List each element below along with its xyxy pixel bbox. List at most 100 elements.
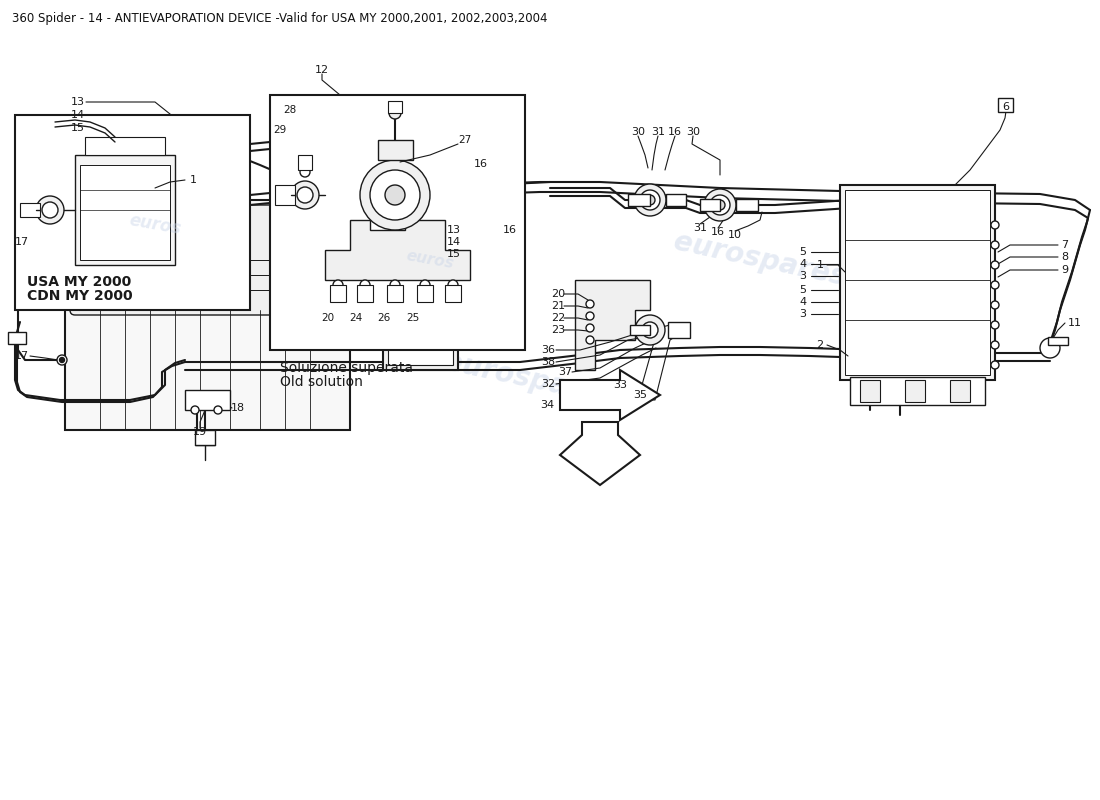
Bar — [905, 380, 925, 402]
Text: 14: 14 — [70, 110, 85, 120]
Text: 10: 10 — [728, 230, 743, 240]
Text: 9: 9 — [1062, 265, 1068, 275]
Text: 30: 30 — [686, 127, 700, 137]
Circle shape — [991, 281, 999, 289]
Circle shape — [635, 315, 666, 345]
Circle shape — [370, 170, 420, 220]
Circle shape — [710, 195, 730, 215]
Circle shape — [360, 160, 430, 230]
Circle shape — [292, 181, 319, 209]
Text: 12: 12 — [315, 65, 329, 75]
Circle shape — [586, 324, 594, 332]
Text: 13: 13 — [72, 97, 85, 107]
Bar — [188, 190, 228, 245]
Bar — [628, 194, 650, 206]
Text: 360 Spider - 14 - ANTIEVAPORATION DEVICE -Valid for USA MY 2000,2001, 2002,2003,: 360 Spider - 14 - ANTIEVAPORATION DEVICE… — [12, 12, 548, 25]
Bar — [80, 165, 170, 260]
Circle shape — [57, 355, 67, 365]
Circle shape — [991, 261, 999, 269]
Circle shape — [199, 391, 211, 403]
Text: 16: 16 — [668, 127, 682, 137]
Text: 22: 22 — [551, 313, 565, 323]
Circle shape — [586, 312, 594, 320]
Bar — [85, 137, 165, 155]
Text: 11: 11 — [1068, 318, 1082, 328]
Circle shape — [360, 280, 370, 290]
Circle shape — [390, 280, 400, 290]
Text: 4: 4 — [800, 297, 806, 307]
Polygon shape — [575, 280, 650, 370]
Text: 4: 4 — [800, 259, 806, 269]
Text: 16: 16 — [474, 159, 488, 169]
Text: 2: 2 — [816, 340, 824, 350]
Circle shape — [640, 190, 660, 210]
Circle shape — [300, 167, 310, 177]
Text: 6: 6 — [1002, 102, 1010, 112]
Text: 3: 3 — [800, 271, 806, 281]
Bar — [195, 430, 214, 445]
Circle shape — [420, 280, 430, 290]
Circle shape — [42, 202, 58, 218]
Text: 14: 14 — [447, 237, 461, 247]
Circle shape — [991, 241, 999, 249]
Circle shape — [704, 189, 736, 221]
Circle shape — [196, 205, 220, 229]
Bar — [192, 195, 224, 240]
Circle shape — [412, 265, 428, 281]
Bar — [950, 380, 970, 402]
Text: 31: 31 — [693, 223, 707, 233]
Bar — [850, 377, 984, 405]
Circle shape — [991, 361, 999, 369]
Text: 16: 16 — [711, 227, 725, 237]
Circle shape — [36, 196, 64, 224]
Text: 24: 24 — [350, 313, 363, 323]
Circle shape — [214, 406, 222, 414]
Bar — [330, 285, 346, 302]
Circle shape — [448, 280, 458, 290]
Bar — [840, 185, 996, 380]
Bar — [75, 155, 175, 265]
Text: eurospares: eurospares — [97, 338, 274, 402]
Text: 27: 27 — [459, 135, 472, 145]
Circle shape — [411, 286, 429, 304]
Polygon shape — [560, 422, 640, 485]
Polygon shape — [324, 220, 470, 280]
Text: USA MY 2000: USA MY 2000 — [28, 275, 131, 289]
Circle shape — [586, 300, 594, 308]
Text: 20: 20 — [321, 313, 334, 323]
Circle shape — [715, 200, 725, 210]
Text: 16: 16 — [503, 225, 517, 235]
Text: euros: euros — [405, 249, 455, 271]
Circle shape — [389, 107, 402, 119]
Text: 19: 19 — [192, 427, 207, 437]
Bar — [275, 185, 295, 205]
Circle shape — [385, 185, 405, 205]
Bar — [845, 190, 990, 375]
Circle shape — [201, 210, 214, 224]
Bar — [378, 140, 412, 160]
Text: 15: 15 — [72, 123, 85, 133]
Circle shape — [991, 341, 999, 349]
Text: 34: 34 — [540, 400, 554, 410]
Text: 33: 33 — [613, 380, 627, 390]
Text: 28: 28 — [284, 105, 297, 115]
Text: 23: 23 — [551, 325, 565, 335]
Circle shape — [642, 322, 658, 338]
Text: 8: 8 — [1062, 252, 1068, 262]
Text: 17: 17 — [15, 351, 29, 361]
Bar — [860, 380, 880, 402]
Bar — [65, 200, 350, 430]
Bar — [185, 390, 230, 410]
Text: 36: 36 — [541, 345, 556, 355]
Text: 32: 32 — [541, 379, 556, 389]
Circle shape — [200, 237, 216, 253]
Bar — [387, 285, 403, 302]
Bar — [8, 332, 26, 344]
Circle shape — [201, 145, 214, 159]
Bar — [998, 98, 1013, 112]
Bar — [383, 290, 458, 370]
Text: 37: 37 — [558, 367, 572, 377]
Text: eurospares: eurospares — [671, 228, 849, 292]
Circle shape — [333, 280, 343, 290]
Bar — [446, 285, 461, 302]
